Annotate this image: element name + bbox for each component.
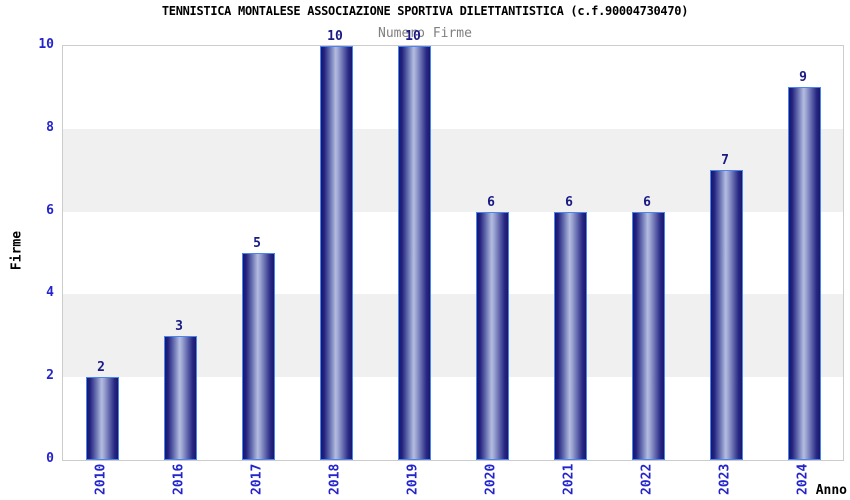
y-tick-label: 0 — [46, 451, 54, 466]
value-label: 10 — [327, 29, 343, 44]
value-label: 10 — [405, 29, 421, 44]
bar-2021 — [553, 211, 587, 460]
bar-2017 — [241, 253, 275, 460]
value-label: 7 — [721, 153, 729, 169]
value-label: 9 — [799, 70, 807, 86]
bar-2024 — [787, 87, 821, 460]
x-tick-label: 2022 — [639, 464, 655, 496]
x-tick-label: 2010 — [93, 464, 109, 496]
chart-title: TENNISTICA MONTALESE ASSOCIAZIONE SPORTI… — [161, 4, 689, 18]
bar-2020 — [475, 211, 509, 460]
x-tick-label: 2024 — [795, 464, 811, 496]
bar-2022 — [631, 211, 665, 460]
bar-2023 — [709, 170, 743, 460]
bar-2019 — [397, 46, 431, 460]
y-tick-label: 8 — [46, 119, 54, 135]
value-label: 2 — [97, 360, 105, 376]
y-tick-label: 2 — [46, 368, 54, 384]
x-tick-label: 2023 — [717, 464, 733, 496]
value-label: 6 — [565, 194, 573, 210]
x-tick-label: 2016 — [171, 464, 187, 496]
bar-2016 — [163, 335, 197, 460]
bar-2018 — [319, 46, 353, 460]
y-tick-label: 10 — [38, 37, 54, 52]
y-tick-label: 4 — [46, 285, 54, 301]
x-tick-label: 2021 — [561, 464, 577, 496]
chart-subtitle: Numero Firme — [378, 26, 472, 41]
x-tick-label: 2017 — [249, 464, 265, 496]
bar-2010 — [85, 377, 119, 460]
y-axis-label: Firme — [9, 230, 25, 271]
value-label: 6 — [487, 194, 495, 210]
x-tick-label: 2018 — [327, 464, 343, 496]
value-label: 5 — [253, 236, 261, 251]
x-tick-label: 2020 — [483, 464, 499, 496]
plot-area — [62, 45, 844, 461]
value-label: 3 — [175, 318, 183, 334]
x-axis-label: Anno — [815, 483, 847, 498]
x-tick-label: 2019 — [405, 464, 421, 496]
y-tick-label: 6 — [46, 202, 54, 218]
value-label: 6 — [643, 194, 651, 210]
